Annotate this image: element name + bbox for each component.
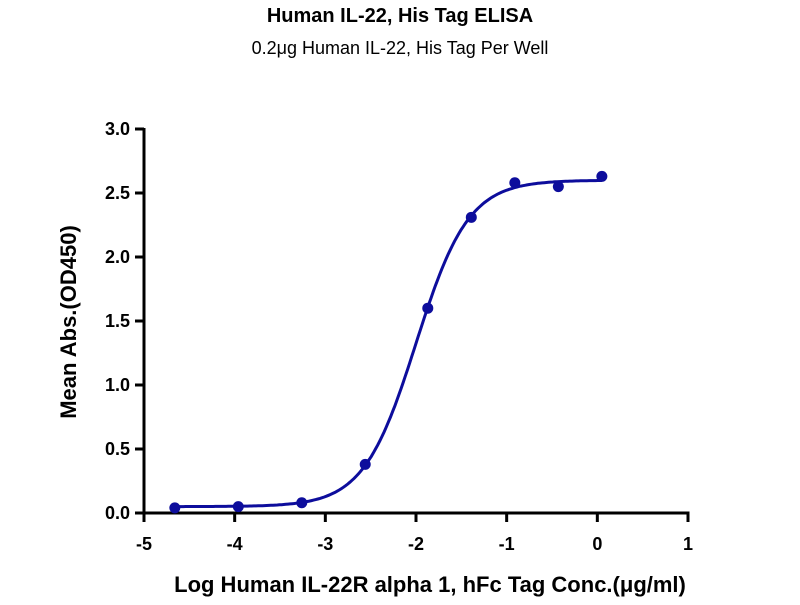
x-tick-label: -5 <box>136 534 152 554</box>
x-axis-label: Log Human IL-22R alpha 1, hFc Tag Conc.(… <box>174 572 686 597</box>
data-point <box>596 170 608 182</box>
x-tick-label: 0 <box>592 534 602 554</box>
y-tick-label: 3.0 <box>105 119 130 139</box>
x-tick-label: -2 <box>408 534 424 554</box>
chart-title: Human IL-22, His Tag ELISA <box>267 5 533 27</box>
data-point <box>465 211 477 223</box>
y-tick-label: 0.0 <box>105 503 130 523</box>
chart-subtitle: 0.2μg Human IL-22, His Tag Per Well <box>252 38 549 58</box>
x-tick-label: 1 <box>683 534 693 554</box>
fit-curve <box>174 179 602 509</box>
data-point <box>359 458 371 470</box>
y-tick-label: 1.0 <box>105 375 130 395</box>
data-point <box>552 181 564 193</box>
data-point <box>296 497 308 509</box>
y-tick-label: 2.0 <box>105 247 130 267</box>
x-tick-label: -3 <box>317 534 333 554</box>
x-tick-label: -1 <box>499 534 515 554</box>
y-tick-label: 2.5 <box>105 183 130 203</box>
y-tick-label: 0.5 <box>105 439 130 459</box>
y-tick-label: 1.5 <box>105 311 130 331</box>
y-axis-label: Mean Abs.(OD450) <box>56 225 81 419</box>
data-point <box>422 302 434 314</box>
x-tick-label: -4 <box>227 534 243 554</box>
data-point <box>169 502 181 514</box>
data-point <box>232 501 244 513</box>
data-point <box>509 177 521 189</box>
